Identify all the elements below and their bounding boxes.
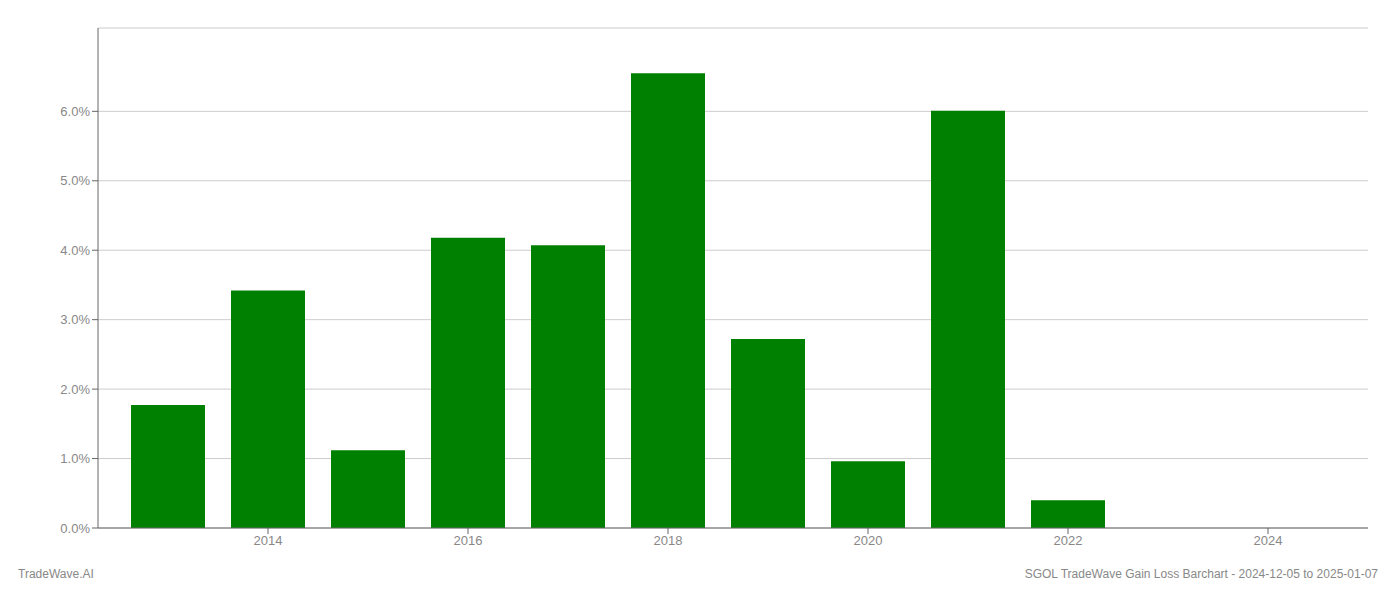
svg-text:6.0%: 6.0% <box>60 104 90 119</box>
svg-text:2014: 2014 <box>254 533 283 548</box>
svg-text:1.0%: 1.0% <box>60 451 90 466</box>
svg-text:0.0%: 0.0% <box>60 521 90 536</box>
svg-text:2024: 2024 <box>1254 533 1283 548</box>
svg-text:2020: 2020 <box>854 533 883 548</box>
svg-text:3.0%: 3.0% <box>60 312 90 327</box>
html-text:SGOL TradeWave Gain Loss Barch: SGOL TradeWave Gain Loss Barchart - 2024… <box>1024 567 1378 581</box>
svg-text:5.0%: 5.0% <box>60 173 90 188</box>
svg-text:4.0%: 4.0% <box>60 243 90 258</box>
svg-text:2016: 2016 <box>454 533 483 548</box>
svg-text:2.0%: 2.0% <box>60 382 90 397</box>
svg-text:2022: 2022 <box>1054 533 1083 548</box>
svg-text:2018: 2018 <box>654 533 683 548</box>
html-text:TradeWave.AI: TradeWave.AI <box>18 567 94 581</box>
